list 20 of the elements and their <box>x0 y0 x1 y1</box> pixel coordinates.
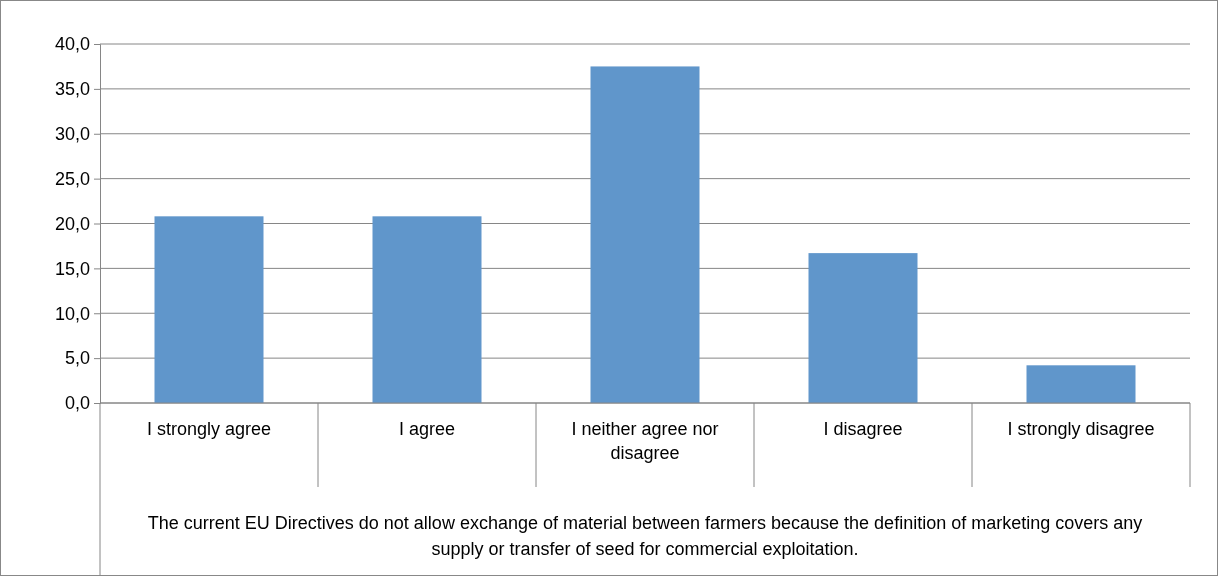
y-tick-label: 10,0 <box>54 303 90 324</box>
x-tick-label: I agree <box>398 419 456 439</box>
bar <box>372 216 482 403</box>
x-tick-label: I strongly agree <box>146 419 272 439</box>
y-tick-label: 35,0 <box>54 79 90 100</box>
x-tick-label: I neither agree nor disagree <box>571 419 719 463</box>
y-tick-label: 25,0 <box>54 168 90 189</box>
x-tick-label: I disagree <box>823 419 903 439</box>
bar <box>1026 365 1136 403</box>
y-tick-label: 40,0 <box>54 34 90 55</box>
x-axis-title: The current EU Directives do not allow exchange of material between farmers because the definition of marketing covers any supply or transfer of seed for commercial exploitation. <box>147 513 1143 559</box>
x-tick-label: I strongly disagree <box>1007 419 1155 439</box>
y-tick-label: 20,0 <box>54 213 90 234</box>
y-tick-label: 5,0 <box>64 348 90 369</box>
bar <box>808 253 918 403</box>
bar <box>154 216 264 403</box>
y-tick-label: 15,0 <box>54 258 90 279</box>
y-tick-label: 0,0 <box>64 393 90 414</box>
bar <box>590 66 700 403</box>
y-tick-label: 30,0 <box>54 124 90 145</box>
